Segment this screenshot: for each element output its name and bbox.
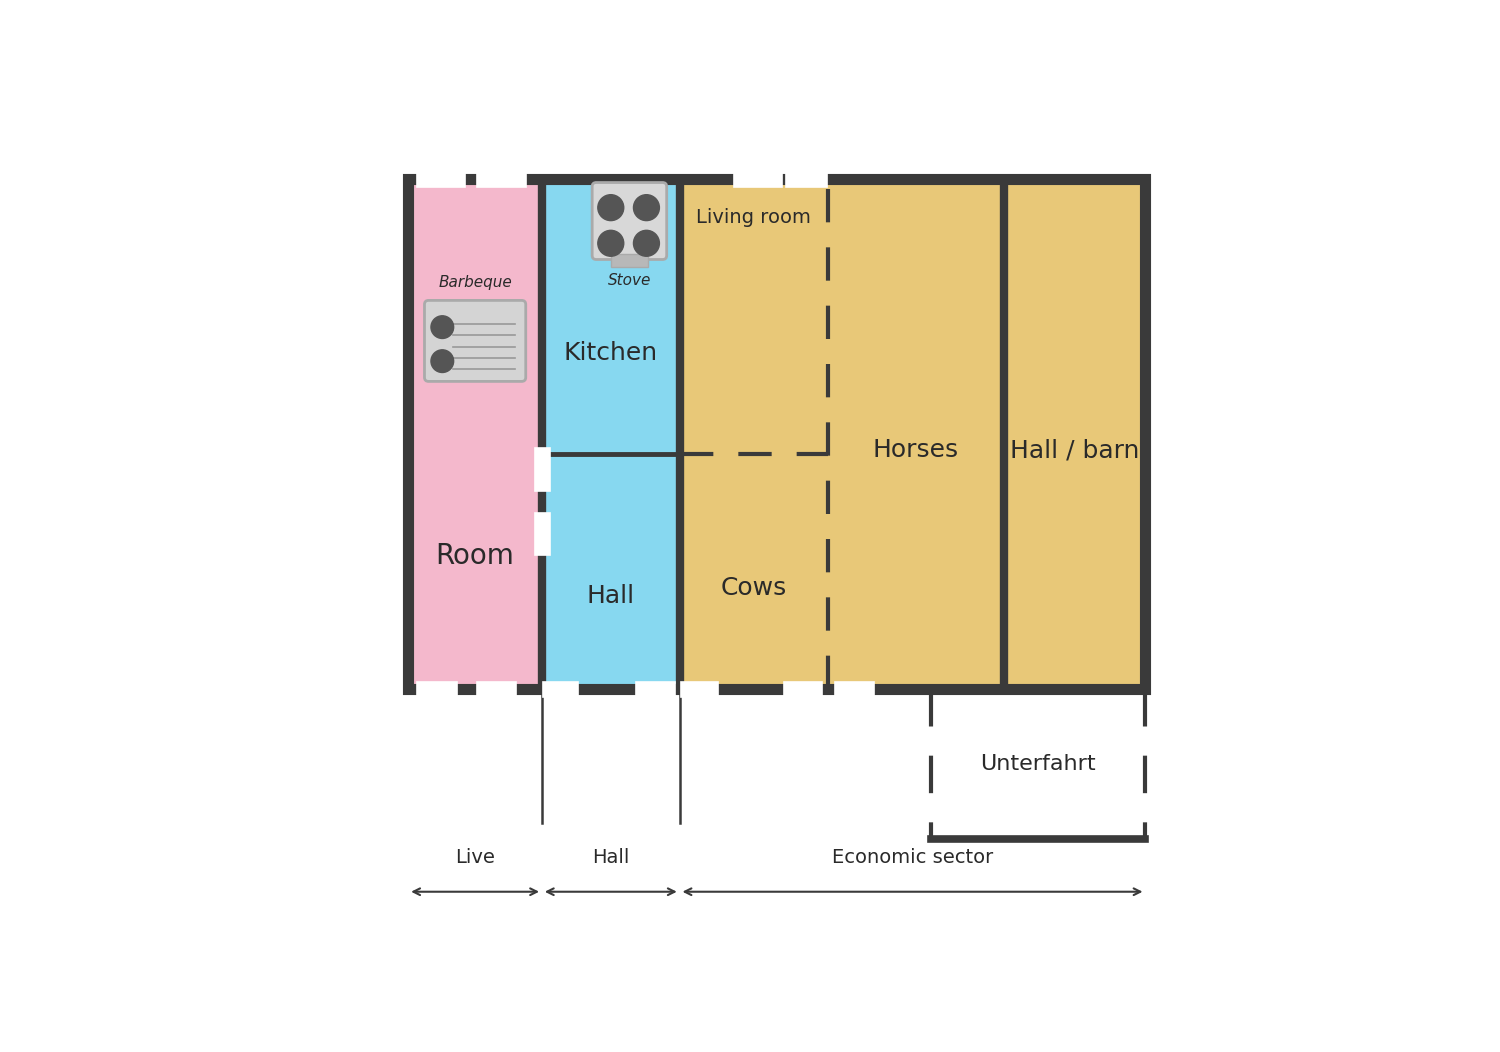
Circle shape: [633, 195, 660, 221]
Bar: [542, 179, 680, 689]
Text: Kitchen: Kitchen: [564, 341, 658, 365]
Text: Unterfahrt: Unterfahrt: [981, 754, 1096, 774]
FancyBboxPatch shape: [592, 183, 666, 260]
Text: Economic sector: Economic sector: [833, 848, 993, 868]
Text: Hall: Hall: [586, 584, 634, 608]
Text: Horses: Horses: [873, 439, 958, 462]
FancyBboxPatch shape: [424, 301, 525, 382]
Bar: [408, 179, 542, 689]
Text: Stove: Stove: [608, 274, 651, 288]
Text: Living room: Living room: [696, 208, 810, 227]
Bar: [408, 179, 1146, 689]
Circle shape: [430, 350, 453, 372]
Text: Cows: Cows: [720, 575, 788, 600]
Circle shape: [633, 230, 660, 257]
Bar: [610, 254, 648, 267]
Circle shape: [430, 316, 453, 339]
Text: Room: Room: [435, 542, 514, 569]
Text: Hall / barn: Hall / barn: [1010, 439, 1138, 462]
Bar: [680, 179, 1146, 689]
Circle shape: [598, 195, 624, 221]
Text: Barbeque: Barbeque: [438, 275, 512, 290]
Text: Hall: Hall: [592, 848, 630, 868]
Circle shape: [598, 230, 624, 257]
Text: Live: Live: [454, 848, 495, 868]
